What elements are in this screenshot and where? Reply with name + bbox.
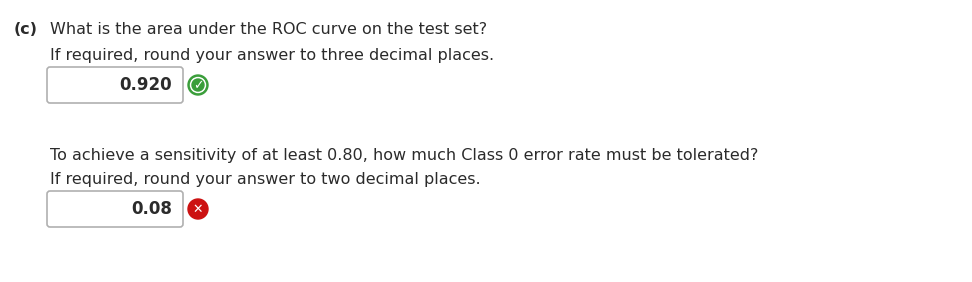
Text: 0.920: 0.920: [120, 76, 172, 94]
Circle shape: [188, 199, 208, 219]
Text: ✓: ✓: [192, 79, 203, 92]
Circle shape: [191, 78, 205, 92]
Text: If required, round your answer to two decimal places.: If required, round your answer to two de…: [50, 172, 480, 187]
Text: What is the area under the ROC curve on the test set?: What is the area under the ROC curve on …: [50, 22, 487, 37]
Text: To achieve a sensitivity of at least 0.80, how much Class 0 error rate must be t: To achieve a sensitivity of at least 0.8…: [50, 148, 758, 163]
FancyBboxPatch shape: [47, 191, 183, 227]
Circle shape: [188, 75, 208, 95]
Text: (c): (c): [14, 22, 38, 37]
FancyBboxPatch shape: [47, 67, 183, 103]
Circle shape: [192, 79, 204, 91]
Text: 0.08: 0.08: [131, 200, 172, 218]
Text: If required, round your answer to three decimal places.: If required, round your answer to three …: [50, 48, 494, 63]
Text: ✕: ✕: [192, 203, 203, 216]
